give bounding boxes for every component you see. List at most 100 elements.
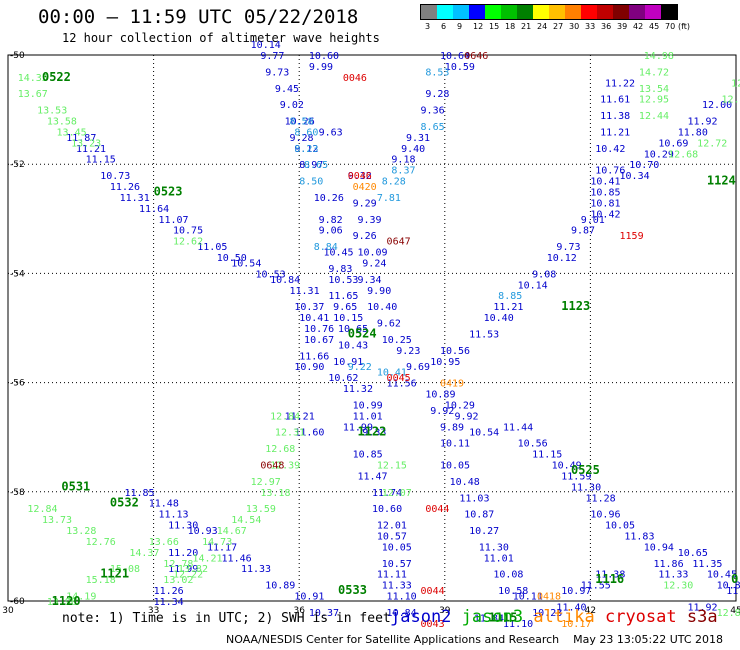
wave-height-label: 13.53 [37,106,67,117]
wave-height-label: 10.81 [717,581,740,592]
wave-height-label: 13.54 [639,84,669,95]
wave-height-label: 11.99 [168,564,198,575]
wave-height-label: 11.74 [372,488,402,499]
credit-line: NOAA/NESDIS Center for Satellite Applica… [226,633,724,646]
wave-height-label: 8.60 [294,127,318,138]
wave-height-label: 10.84 [387,608,417,619]
wave-height-label: 10.05 [440,461,470,472]
wave-height-label: 9.29 [353,198,377,209]
legend-swatch [501,5,517,19]
wave-height-label: 11.21 [285,411,315,422]
pass-time-label: 1121 [100,567,129,581]
wave-height-label: 10.08 [493,570,523,581]
satellite-legend: jason2 jason3 altika cryosat s3a [390,607,718,627]
wave-height-label: 9.02 [280,100,304,111]
legend-swatch [613,5,629,19]
wave-height-label: 11.34 [154,597,184,608]
wave-height-label: 11.92 [687,602,717,613]
wave-height-label: 9.73 [556,242,580,253]
wave-height-label: 10.48 [450,477,480,488]
wave-height-label: 9.63 [319,127,343,138]
wave-height-label: 10.59 [445,62,475,73]
wave-height-label: 15.08 [110,564,140,575]
wave-height-label: 10.17 [561,619,591,630]
wave-height-label: 9.92 [430,406,454,417]
pass-time-label: 1124 [707,174,736,188]
legend-label: 6 [441,22,447,31]
wave-height-label: 11.66 [299,351,329,362]
wave-height-label: 12.72 [697,138,727,149]
wave-height-label: 10.41 [590,177,620,188]
wave-height-label: 0043 [421,619,445,630]
wave-height-label: 0044 [425,504,449,515]
wave-height-label: 14.54 [231,515,261,526]
wave-height-label: 8.53 [425,67,449,78]
wave-height-label: 9.89 [440,422,464,433]
wave-height-label: 10.73 [100,171,130,182]
wave-height-label: 10.85 [590,188,620,199]
wave-height-label: 9.40 [401,144,425,155]
wave-height-label: 0647 [387,237,411,248]
wave-height-label: 10.43 [338,340,368,351]
wave-height-label: 9.22 [348,362,372,373]
pass-time-label: 1120 [52,594,81,608]
wave-height-label: 8.84 [314,242,338,253]
pass-time-label: 0523 [154,185,183,199]
legend-label: 42 [633,22,644,31]
wave-height-label: 11.85 [124,488,154,499]
satellite-jason2: jason2 [390,607,462,627]
satellite-altika: altika [533,607,605,627]
wave-height-label: 10.29 [644,149,674,160]
pass-time-label: 0532 [110,496,139,510]
satellite-s3a: s3a [686,607,718,627]
y-tick-label: -52 [10,160,25,170]
legend-label: 27 [553,22,564,31]
wave-height-label: 11.21 [493,302,523,313]
wave-height-label: 12.00 [702,100,732,111]
wave-height-label: 1159 [620,231,644,242]
wave-height-label: 12.84 [270,411,300,422]
wave-height-label: 11.38 [600,111,630,122]
wave-height-label: 14.19 [66,592,96,603]
wave-height-label: 9.62 [377,319,401,330]
wave-height-label: 10.60 [372,504,402,515]
chart-title: 00:00 – 11:59 UTC 05/22/2018 [38,6,359,28]
wave-height-label: 11.83 [624,531,654,542]
wave-height-label: 12.78 [163,559,193,570]
wave-height-label: 11.35 [692,559,722,570]
wave-height-label: 10.40 [484,313,514,324]
wave-height-label: 12.68 [265,444,295,455]
wave-height-label: 12.97 [251,477,281,488]
wave-height-label: 11.32 [343,384,373,395]
satellite-jason3: jason3 [461,607,534,627]
wave-height-label: 10.56 [518,439,548,450]
wave-height-label: 10.94 [644,542,674,553]
color-legend: 3 6 9 12 15 18 21 24 27 30 33 36 39 42 45 70 (ft) [420,4,690,31]
wave-height-label: 10.14 [518,280,548,291]
wave-height-label: 11.15 [86,155,116,166]
wave-height-label: 10.87 [464,510,494,521]
wave-height-label: 11.47 [357,471,387,482]
wave-height-label: 9.06 [319,226,343,237]
wave-height-label: 10.54 [469,428,499,439]
wave-height-label: 12.44 [639,111,669,122]
wave-height-label: 11.48 [149,499,179,510]
pass-time-label: 0525 [571,463,600,477]
legend-swatches [420,4,678,20]
wave-height-label: 11.46 [222,553,252,564]
legend-swatch [645,5,661,19]
wave-height-label: 10.15 [333,313,363,324]
wave-height-label: 11.13 [158,510,188,521]
wave-height-label: 10.84 [270,275,300,286]
wave-height-label: 0418 [537,592,561,603]
wave-height-label: 11.30 [168,521,198,532]
wave-height-label: 10.65 [678,548,708,559]
wave-height-label: 10.11 [440,439,470,450]
wave-height-label: 0046 [343,73,367,84]
wave-height-label: 10.93 [188,526,218,537]
legend-label: 3 [425,22,431,31]
wave-height-label: 10.14 [251,40,281,51]
wave-height-label: 9.45 [275,84,299,95]
wave-height-label: 12.01 [377,521,407,532]
